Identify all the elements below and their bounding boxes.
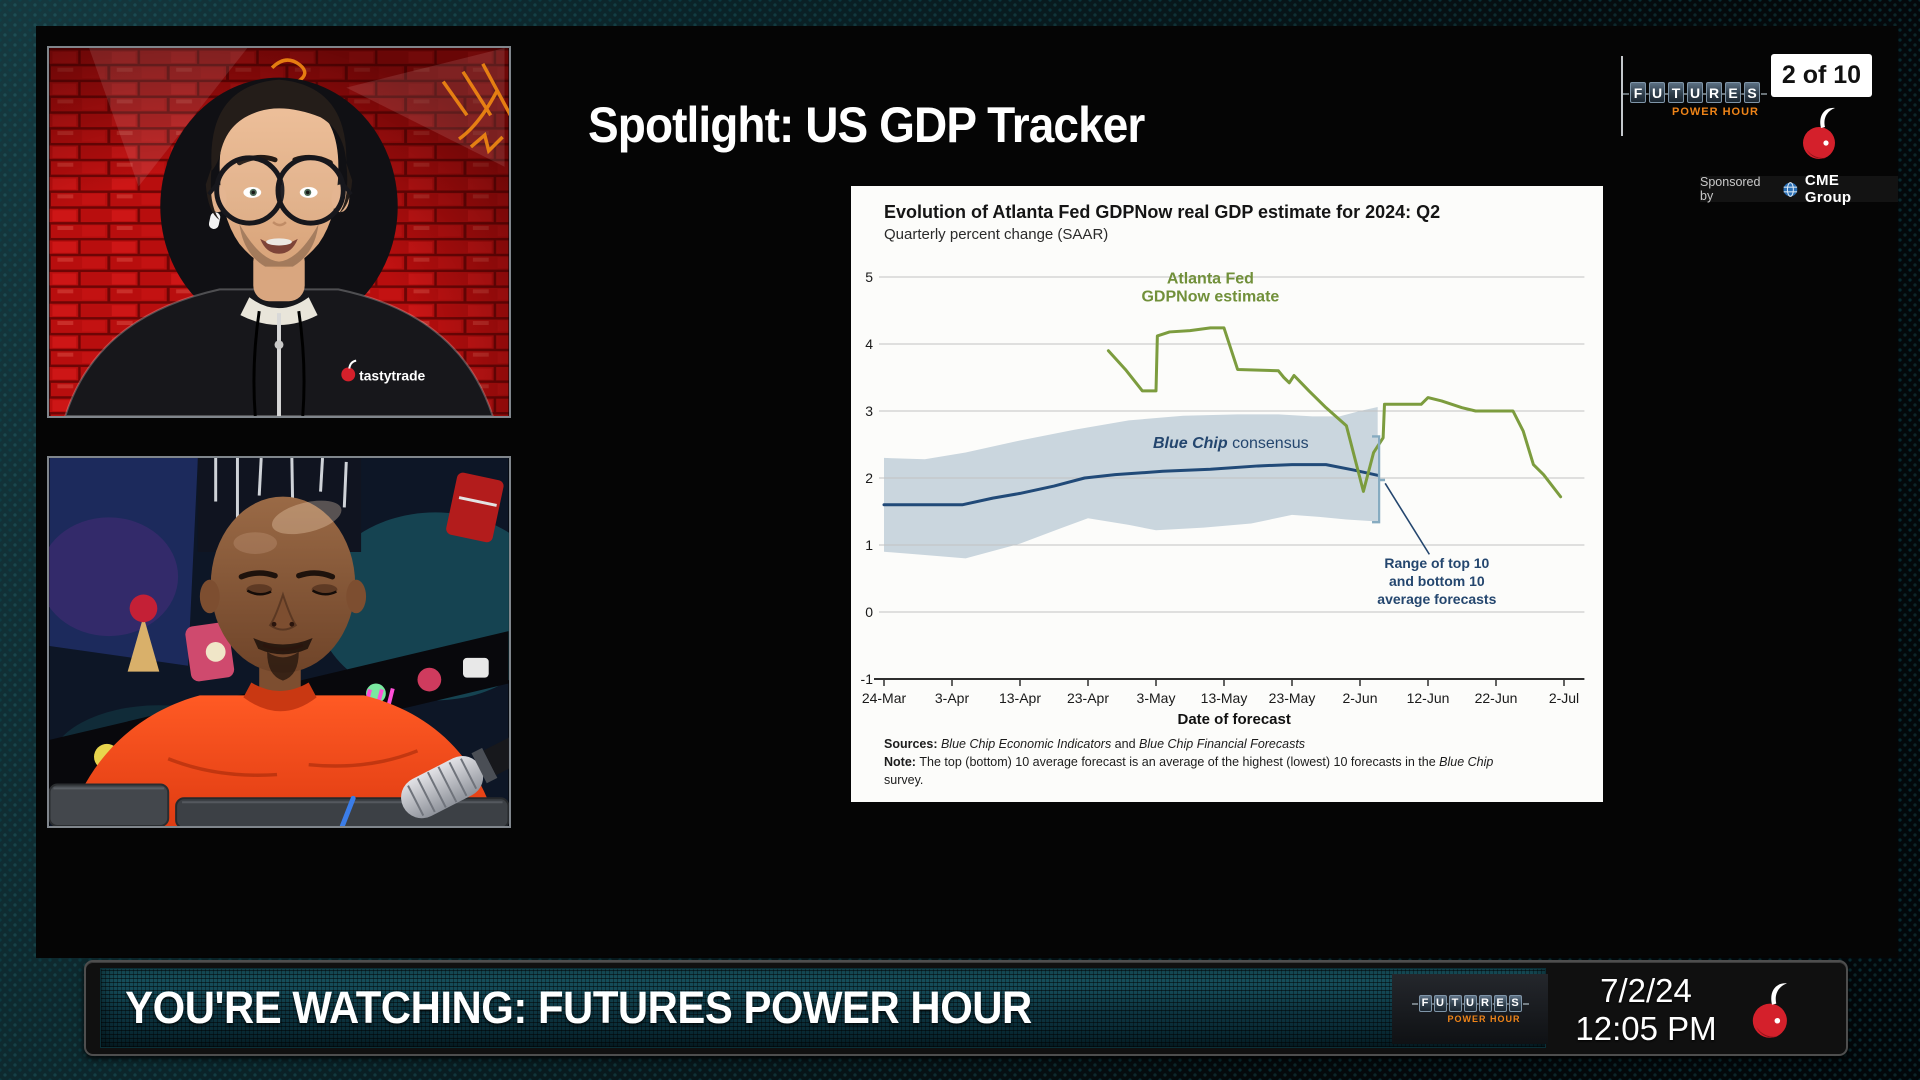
ticker-box: YOU'RE WATCHING: FUTURES POWER HOUR	[100, 968, 1546, 1048]
svg-text:3-Apr: 3-Apr	[935, 690, 970, 706]
svg-text:2: 2	[865, 470, 873, 486]
futures-letter-tile: T	[1668, 82, 1684, 103]
host2-person	[67, 496, 497, 826]
cme-group-label: CME Group	[1804, 172, 1852, 206]
webcam-host-2	[47, 456, 511, 828]
microphone	[401, 723, 509, 819]
pen	[339, 795, 356, 826]
slide-title: Spotlight: US GDP Tracker	[588, 97, 1145, 153]
host1-person	[64, 77, 494, 416]
svg-text:2-Jun: 2-Jun	[1342, 690, 1377, 706]
svg-text:3-May: 3-May	[1137, 690, 1176, 706]
svg-text:22-Jun: 22-Jun	[1475, 690, 1518, 706]
datetime-display: 7/2/24 12:05 PM	[1561, 972, 1731, 1048]
gdpnow-line-chart: -1 0 1 2 3 4 5 24-Mar 3-Apr 13-Apr 23-Apr 3-May 13-M…	[861, 269, 1585, 728]
svg-text:23-May: 23-May	[1269, 690, 1316, 706]
svg-text:1: 1	[865, 537, 873, 553]
futures-letter-tile: U	[1687, 82, 1703, 103]
tastytrade-hoodie-logo: tastytrade	[341, 359, 426, 383]
svg-text:13-Apr: 13-Apr	[999, 690, 1041, 706]
chart-sources-note: Sources: Blue Chip Economic Indicators a…	[884, 737, 1494, 787]
gdp-chart-panel: Evolution of Atlanta Fed GDPNow real GDP…	[851, 186, 1603, 802]
futures-letter-tile: U	[1433, 994, 1447, 1012]
chart-subtitle: Quarterly percent change (SAAR)	[884, 226, 1109, 243]
svg-text:3: 3	[865, 403, 873, 419]
note-label: Note:	[884, 755, 920, 769]
futures-letter-tile: S	[1508, 994, 1522, 1012]
sticker-cluster	[127, 594, 235, 682]
monitor-back-left	[49, 783, 170, 826]
webcam2-scene	[49, 458, 509, 826]
svg-text:24-Mar: 24-Mar	[862, 690, 907, 706]
svg-text:2-Jul: 2-Jul	[1549, 690, 1579, 706]
futures-letter-tile: T	[1448, 994, 1462, 1012]
cherry-icon	[1803, 107, 1835, 159]
power-hour-label: POWER HOUR	[1447, 1013, 1521, 1024]
webcam-host-1: tastytrade	[47, 46, 511, 418]
futures-letter-tile: F	[1418, 994, 1432, 1012]
futures-letter-tile: U	[1649, 82, 1665, 103]
futures-letter-tile: E	[1493, 994, 1507, 1012]
svg-text:12-Jun: 12-Jun	[1407, 690, 1450, 706]
header-divider	[1621, 56, 1623, 136]
cme-globe-icon	[1783, 181, 1798, 197]
webcam1-scene: tastytrade	[49, 48, 509, 416]
sources-label: Sources:	[884, 737, 941, 751]
svg-text:4: 4	[865, 336, 873, 352]
svg-text:Blue Chip consensus: Blue Chip consensus	[1153, 435, 1309, 452]
futures-letter-tile: S	[1744, 82, 1760, 103]
date-label: 7/2/24	[1600, 972, 1692, 1009]
svg-text:0: 0	[865, 604, 873, 620]
time-label: 12:05 PM	[1575, 1010, 1717, 1047]
sponsored-by-label: Sponsored by	[1700, 175, 1761, 203]
svg-text:Date of forecast: Date of forecast	[1178, 711, 1291, 728]
slide-counter-badge: 2 of 10	[1771, 54, 1872, 97]
futures-letter-tile: R	[1706, 82, 1722, 103]
futures-letter-tile: F	[1630, 82, 1646, 103]
ticker-text: YOU'RE WATCHING: FUTURES POWER HOUR	[125, 982, 1032, 1033]
svg-text:13-May: 13-May	[1201, 690, 1248, 706]
earbud	[208, 212, 221, 229]
chart-title: Evolution of Atlanta Fed GDPNow real GDP…	[884, 202, 1441, 222]
futures-letter-tile: E	[1725, 82, 1741, 103]
svg-text:5: 5	[865, 269, 873, 285]
futures-letter-tile: R	[1478, 994, 1492, 1012]
tastytrade-text: tastytrade	[359, 367, 425, 383]
futures-letter-tile: U	[1463, 994, 1477, 1012]
svg-text:-1: -1	[861, 671, 874, 687]
svg-text:23-Apr: 23-Apr	[1067, 690, 1109, 706]
power-hour-label: POWER HOUR	[1672, 106, 1759, 118]
cherry-icon	[1752, 983, 1787, 1038]
sponsor-bar: Sponsored by CME Group	[1700, 172, 1898, 206]
